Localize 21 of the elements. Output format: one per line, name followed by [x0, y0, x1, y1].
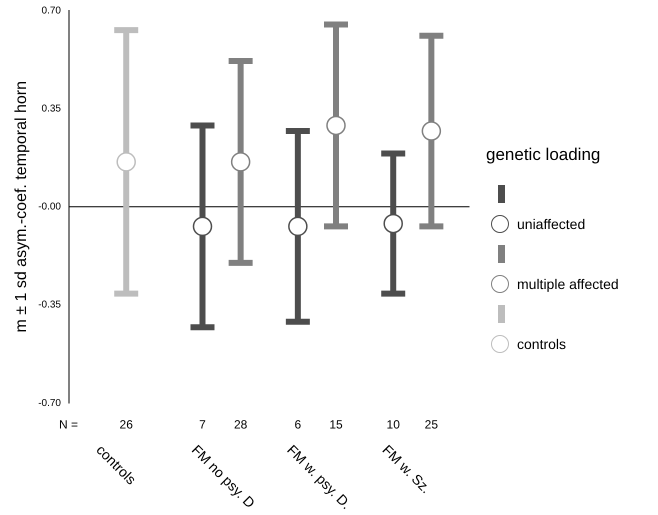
x-tick-label: FM w. Sz. [379, 442, 434, 496]
text: 7 [199, 417, 206, 432]
y-tick-label: -0.35 [38, 300, 62, 311]
text: 10 [386, 417, 400, 432]
y-tick-label: -0.70 [38, 398, 62, 409]
text: 28 [234, 417, 248, 432]
text: 6 [294, 417, 302, 432]
text: 15 [329, 417, 343, 432]
text: 25 [424, 417, 438, 432]
y-tick-label: -0.00 [38, 202, 62, 212]
text: 26 [120, 417, 134, 432]
text: N = [58, 417, 78, 432]
x-tick-label: FM w. psy. D. [284, 442, 355, 512]
y-axis-title: m ± 1 sd asym.-coef. temporal horn [13, 80, 30, 333]
legend-label: uniaffected [517, 216, 586, 232]
legend-label: controls [517, 336, 566, 352]
x-tick-label: FM no psy. D [188, 442, 258, 511]
y-tick-label: 0.70 [42, 5, 62, 16]
legend-label: multiple affected [517, 276, 619, 292]
y-tick-label: 0.35 [42, 103, 62, 114]
legend-title: genetic loading [486, 145, 602, 165]
